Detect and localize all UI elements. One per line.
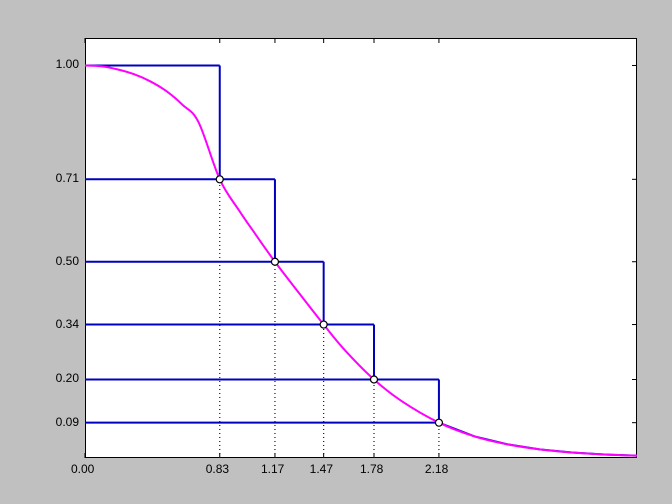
x-tick-label: 2.18 bbox=[425, 462, 448, 476]
y-tick-label: 0.71 bbox=[49, 171, 79, 185]
y-tick-label: 0.34 bbox=[49, 317, 79, 331]
marker-circle bbox=[435, 419, 442, 426]
curve-line bbox=[85, 65, 637, 455]
step-tail bbox=[439, 423, 637, 456]
y-tick-label: 1.00 bbox=[49, 57, 79, 71]
x-tick-label: 1.47 bbox=[310, 462, 333, 476]
x-tick-label: 0.00 bbox=[71, 462, 94, 476]
y-tick-label: 0.50 bbox=[49, 254, 79, 268]
marker-circle bbox=[320, 321, 327, 328]
x-tick-label: 0.83 bbox=[206, 462, 229, 476]
marker-circle bbox=[271, 258, 278, 265]
marker-circle bbox=[216, 176, 223, 183]
y-tick-label: 0.20 bbox=[49, 371, 79, 385]
figure-canvas: 0.00 0.83 1.17 1.47 1.78 2.18 0.09 0.20 0.34 0.50… bbox=[0, 0, 672, 504]
plot-svg bbox=[0, 0, 672, 504]
marker-circle bbox=[370, 376, 377, 383]
x-tick-label: 1.17 bbox=[261, 462, 284, 476]
y-tick-label: 0.09 bbox=[49, 415, 79, 429]
x-tick-label: 1.78 bbox=[360, 462, 383, 476]
